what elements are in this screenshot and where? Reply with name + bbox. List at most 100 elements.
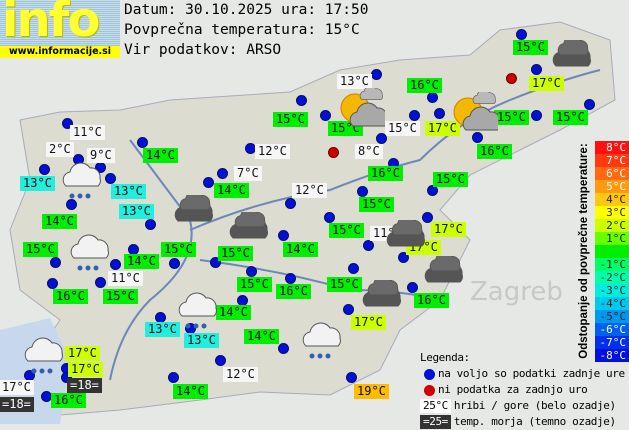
- scale-step: -8°C: [595, 349, 629, 362]
- station-dot[interactable]: [105, 173, 116, 184]
- logo-url[interactable]: www.informacije.si: [0, 46, 120, 58]
- station-dot[interactable]: [427, 185, 438, 196]
- station-dot[interactable]: [427, 92, 438, 103]
- station-temperature: 15°C: [237, 277, 272, 292]
- legend-title: Legenda:: [420, 351, 470, 364]
- station-dot[interactable]: [137, 137, 148, 148]
- station-temperature: 14°C: [214, 183, 249, 198]
- scale-step: 7°C: [595, 154, 629, 167]
- station-dot[interactable]: [472, 132, 483, 143]
- station-temperature: 14°C: [173, 384, 208, 399]
- station-temperature: 11°C: [108, 271, 143, 286]
- station-dot[interactable]: [516, 29, 527, 40]
- station-temperature: 7°C: [234, 166, 262, 181]
- station-dot[interactable]: [168, 372, 179, 383]
- station-temperature: 16°C: [477, 144, 512, 159]
- station-temperature: 13°C: [184, 333, 219, 348]
- station-temperature: 15°C: [433, 172, 468, 187]
- station-dot[interactable]: [398, 252, 409, 263]
- station-temperature: 14°C: [216, 305, 251, 320]
- station-temperature: 12°C: [292, 183, 327, 198]
- dark-cloud-icon: [358, 276, 408, 328]
- blue-dot-icon: [424, 368, 435, 380]
- scale-step: -3°C: [595, 284, 629, 297]
- station-temperature: 14°C: [42, 214, 77, 229]
- station-dot[interactable]: [320, 110, 331, 121]
- station-dot[interactable]: [357, 186, 368, 197]
- station-dot[interactable]: [363, 240, 374, 251]
- station-dot[interactable]: [531, 110, 542, 121]
- station-dot[interactable]: [584, 99, 595, 110]
- station-temperature: 17°C: [529, 76, 564, 91]
- station-dot[interactable]: [61, 372, 72, 383]
- station-temperature: 17°C: [65, 346, 100, 361]
- station-dot[interactable]: [376, 133, 387, 144]
- scale-step: 4°C: [595, 193, 629, 206]
- station-dot[interactable]: [343, 304, 354, 315]
- station-temperature: =18=: [0, 397, 34, 412]
- station-temperature: 16°C: [414, 293, 449, 308]
- station-dot[interactable]: [434, 108, 445, 119]
- station-dot[interactable]: [145, 219, 156, 230]
- deviation-scale: 8°C 7°C 6°C 5°C 4°C 3°C 2°C 1°C -1°C -2°C -3°C -4°C…: [595, 141, 629, 362]
- station-dot[interactable]: [409, 110, 420, 121]
- station-dot[interactable]: [95, 277, 106, 288]
- scale-step: -4°C: [595, 297, 629, 310]
- station-dot[interactable]: [215, 355, 226, 366]
- station-dot[interactable]: [531, 64, 542, 75]
- station-temperature: 13°C: [145, 322, 180, 337]
- station-temperature: 12°C: [255, 144, 290, 159]
- station-dot[interactable]: [348, 263, 359, 274]
- scale-step: 5°C: [595, 180, 629, 193]
- station-dot[interactable]: [246, 266, 257, 277]
- station-dot[interactable]: [285, 273, 296, 284]
- no-data-dot[interactable]: [506, 73, 517, 84]
- station-temperature: 13°C: [111, 184, 146, 199]
- station-temperature: 14°C: [143, 148, 178, 163]
- station-dot[interactable]: [371, 69, 382, 80]
- station-dot[interactable]: [285, 198, 296, 209]
- river: [189, 69, 601, 231]
- station-temperature: 16°C: [368, 166, 403, 181]
- logo-text: info: [2, 0, 100, 48]
- station-temperature: 17°C: [0, 380, 34, 395]
- dark-cloud-icon: [382, 216, 432, 268]
- no-data-dot[interactable]: [328, 147, 339, 158]
- scale-title: Odstopanje od povprečne temperature:: [578, 143, 590, 359]
- station-dot[interactable]: [346, 372, 357, 383]
- station-dot[interactable]: [210, 257, 221, 268]
- station-dot[interactable]: [50, 257, 61, 268]
- station-dot[interactable]: [407, 282, 418, 293]
- river: [109, 139, 193, 381]
- station-dot[interactable]: [422, 212, 433, 223]
- scale-step: -7°C: [595, 336, 629, 349]
- station-dot[interactable]: [217, 168, 228, 179]
- station-dot[interactable]: [62, 118, 73, 129]
- station-temperature: 15°C: [553, 110, 588, 125]
- station-dot[interactable]: [66, 199, 77, 210]
- logo[interactable]: info www.informacije.si: [0, 0, 120, 58]
- station-dot[interactable]: [278, 230, 289, 241]
- legend-sea-sample: =25=: [420, 415, 451, 429]
- station-dot[interactable]: [296, 95, 307, 106]
- station-dot[interactable]: [110, 259, 121, 270]
- station-dot[interactable]: [39, 164, 50, 175]
- red-dot-icon: [424, 384, 435, 396]
- station-temperature: 15°C: [218, 246, 253, 261]
- station-dot[interactable]: [169, 258, 180, 269]
- legend-hills-sample: 25°C: [420, 399, 451, 413]
- station-dot[interactable]: [324, 212, 335, 223]
- station-dot[interactable]: [203, 177, 214, 188]
- station-dot[interactable]: [278, 343, 289, 354]
- station-temperature: 17°C: [351, 315, 386, 330]
- legend-available: na voljo so podatki zadnje ure: [438, 367, 625, 380]
- station-temperature: 15°C: [494, 110, 529, 125]
- legend: Legenda: na voljo so podatki zadnje ure …: [420, 350, 629, 430]
- station-temperature: 16°C: [51, 393, 86, 408]
- scale-step: -6°C: [595, 323, 629, 336]
- station-temperature: 17°C: [431, 222, 466, 237]
- station-dot[interactable]: [47, 278, 58, 289]
- rain-cloud-icon: [20, 335, 70, 383]
- legend-hills: hribi / gore (belo ozadje): [453, 399, 616, 412]
- station-temperature: 17°C: [425, 121, 460, 136]
